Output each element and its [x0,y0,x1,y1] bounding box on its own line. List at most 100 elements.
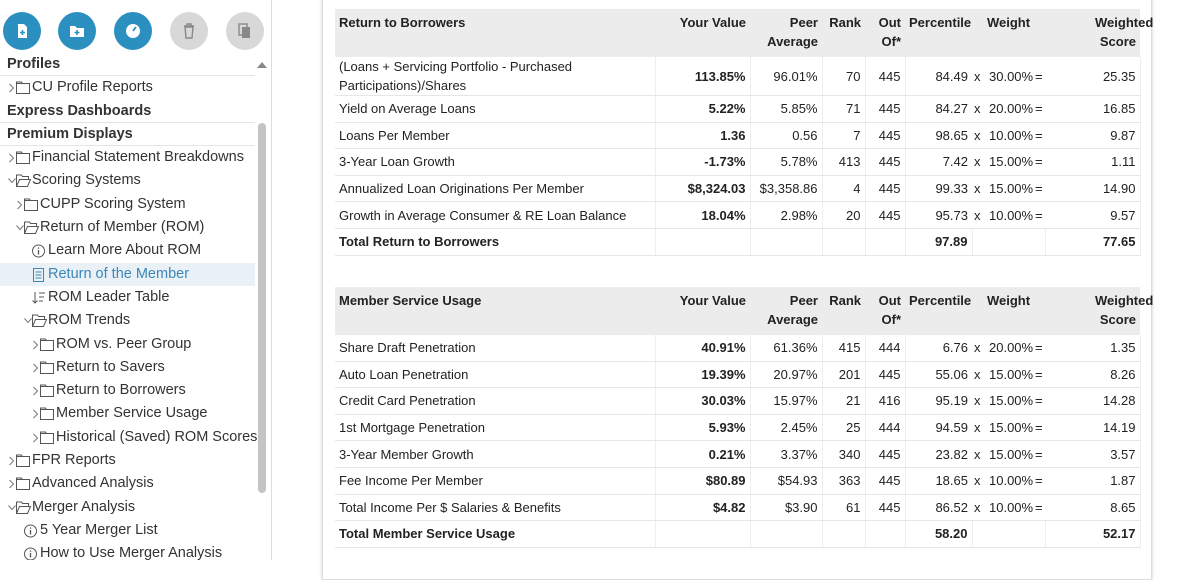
cell: 1.87 [1045,467,1141,495]
total-score: 52.17 [1045,520,1141,548]
tree-item[interactable]: ROM vs. Peer Group [0,333,255,356]
cell: 1.36 [655,122,751,150]
chevron[interactable] [8,152,16,164]
cell: 113.85% [655,57,751,96]
cell [655,520,751,548]
cell: Annualized Loan Originations Per Member [335,175,656,203]
cell: = [1033,201,1045,229]
item-label: Financial Statement Breakdowns [32,149,244,166]
chevron[interactable] [32,339,40,351]
chevron[interactable] [8,82,16,94]
new-report-button[interactable] [3,12,41,50]
column-header: Out Of* [865,287,905,335]
cell: Total Income Per $ Salaries & Benefits [335,494,656,522]
cell: 445 [865,361,906,389]
scrollbar[interactable] [258,123,266,493]
tree-item[interactable]: FPR Reports [0,449,255,472]
tree-item[interactable]: Return to Savers [0,356,255,379]
collapse-caret[interactable] [257,61,267,69]
column-header: Your Value [655,287,750,335]
cell: 10.00% [985,467,1033,495]
tree-item[interactable]: Scoring Systems [0,169,255,192]
cell: x [972,467,985,495]
section-header[interactable]: Premium Displays [0,123,255,147]
chevron[interactable] [32,385,40,397]
cell: x [972,57,985,96]
tree-item[interactable]: ROM Trends [0,309,255,332]
cell: = [1033,414,1045,442]
tree-item[interactable]: Learn More About ROM [0,239,255,262]
tree-item[interactable]: CUPP Scoring System [0,193,255,216]
tree-item[interactable]: CU Profile Reports [0,76,255,99]
chevron[interactable] [8,175,16,187]
cell: = [1033,440,1045,468]
tree-item[interactable]: Member Service Usage [0,402,255,425]
new-folder-button[interactable] [58,12,96,50]
chevron[interactable] [16,222,24,234]
item-icon [24,524,37,538]
section-header[interactable]: Profiles [0,53,267,77]
data-row: Total Income Per $ Salaries & Benefits $4… [335,494,1141,522]
cell: 86.52 [905,494,972,522]
cell: 19.39% [655,361,751,389]
cell: x [972,95,985,123]
delete-button[interactable] [170,12,208,50]
chevron[interactable] [8,455,16,467]
cell [865,228,906,256]
tree-item[interactable]: Financial Statement Breakdowns [0,146,255,169]
item-label: CUPP Scoring System [40,195,186,212]
chevron[interactable] [16,199,24,211]
chevron[interactable] [24,315,32,327]
tree-item[interactable]: Merger Analysis [0,496,255,519]
cell: 20.00% [985,335,1033,362]
total-score: 77.65 [1045,228,1141,256]
dashboard-button[interactable] [114,12,152,50]
chevron[interactable] [8,478,16,490]
cell [822,228,866,256]
cell: Fee Income Per Member [335,467,656,495]
chevron[interactable] [32,362,40,374]
chevron[interactable] [32,408,40,420]
item-label: How to Use Merger Analysis [40,545,223,560]
tree-item[interactable]: How to Use Merger Analysis [0,542,255,560]
item-icon [32,291,45,304]
tree-item[interactable]: 5 Year Merger List [0,519,255,542]
chevron[interactable] [32,432,40,444]
cell: 14.28 [1045,387,1141,415]
cell: 444 [865,414,906,442]
section-header[interactable]: Express Dashboards [0,100,255,123]
item-label: CU Profile Reports [32,79,153,96]
item-label: ROM vs. Peer Group [56,335,192,352]
tree-item[interactable]: Historical (Saved) ROM Scores [0,426,257,449]
cell: 18.04% [655,201,751,229]
cell [655,228,751,256]
column-header: Rank [822,287,865,335]
navigation-tree: Profiles CU Profile Reports Express Dashbo… [0,53,267,560]
item-icon [24,198,38,211]
item-label: Learn More About ROM [48,242,202,259]
cell: 84.27 [905,95,972,123]
copy-button[interactable] [226,12,264,50]
cell: Yield on Average Loans [335,95,656,123]
cell: = [1033,57,1045,96]
tree-item[interactable]: Return to Borrowers [0,379,255,402]
cell: Credit Card Penetration [335,387,656,415]
cell: x [972,335,985,362]
cell: 10.00% [985,201,1033,229]
data-row: 3-Year Loan Growth -1.73% 5.78% 413 445 7.42 x… [335,148,1141,176]
cell: 95.19 [905,387,972,415]
tree-item[interactable]: Advanced Analysis [0,472,255,495]
item-label: Advanced Analysis [32,475,154,492]
cell: 1st Mortgage Penetration [335,414,656,442]
column-header: Weighted Score [1045,287,1153,335]
cell: 15.00% [985,175,1033,203]
chevron[interactable] [8,502,16,514]
cell [822,520,866,548]
tree-item[interactable]: Return of the Member [0,262,255,286]
data-row: (Loans + Servicing Portfolio - Purchased… [335,57,1141,96]
tree-item[interactable]: ROM Leader Table [0,286,255,309]
cell: 201 [822,361,866,389]
tree-item[interactable]: Return of Member (ROM) [0,216,255,239]
cell: 15.00% [985,387,1033,415]
cell: = [1033,467,1045,495]
